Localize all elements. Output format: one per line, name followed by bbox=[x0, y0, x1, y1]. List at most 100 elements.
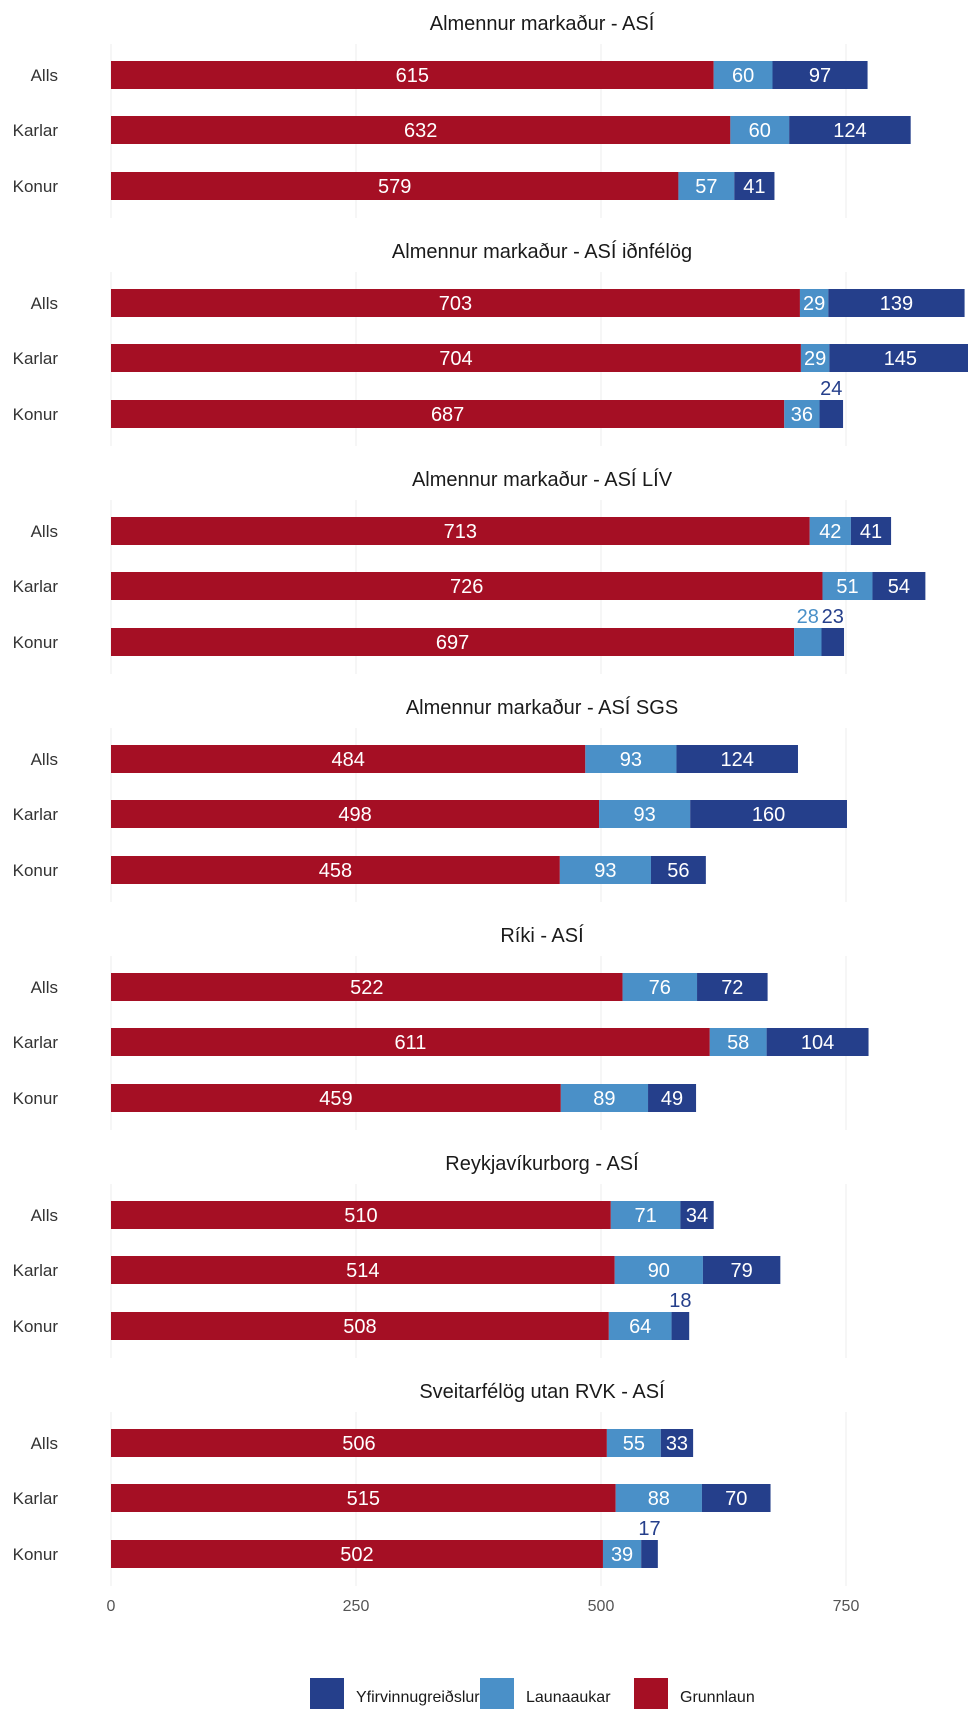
data-label: 506 bbox=[342, 1433, 375, 1455]
category-label: Karlar bbox=[13, 1489, 59, 1508]
data-label: 93 bbox=[594, 860, 616, 882]
category-label: Alls bbox=[31, 978, 58, 997]
legend-label: Grunnlaun bbox=[680, 1689, 755, 1706]
legend-label: Yfirvinnugreiðslur bbox=[356, 1689, 480, 1706]
data-label: 703 bbox=[439, 293, 472, 315]
bar-segment bbox=[111, 116, 731, 144]
data-label: 104 bbox=[801, 1032, 834, 1054]
data-label: 57 bbox=[695, 176, 717, 198]
data-label: 508 bbox=[343, 1316, 376, 1338]
bar-segment bbox=[648, 1084, 697, 1112]
bar-segment bbox=[111, 1429, 607, 1457]
category-label: Konur bbox=[13, 405, 59, 424]
bar-segment bbox=[789, 116, 911, 144]
bar-segment bbox=[702, 1256, 781, 1284]
bar-segment bbox=[680, 1201, 714, 1229]
data-label: 41 bbox=[860, 521, 882, 543]
panel-title: Almennur markaður - ASÍ SGS bbox=[406, 696, 678, 719]
panel-title: Almennur markaður - ASÍ LÍV bbox=[412, 468, 673, 491]
bar-segment bbox=[734, 172, 775, 200]
data-label: 58 bbox=[727, 1032, 749, 1054]
data-label: 36 bbox=[791, 404, 813, 426]
bar-segment bbox=[560, 1084, 649, 1112]
category-label: Konur bbox=[13, 633, 59, 652]
data-label: 18 bbox=[669, 1290, 691, 1312]
bar-segment bbox=[111, 1540, 603, 1568]
panel-title: Ríki - ASÍ bbox=[500, 924, 584, 947]
legend-swatch bbox=[634, 1678, 668, 1709]
data-label: 160 bbox=[752, 804, 785, 826]
bar-segment bbox=[678, 172, 735, 200]
bar-segment bbox=[766, 1028, 869, 1056]
bar-segment bbox=[111, 172, 679, 200]
bar-segment bbox=[799, 289, 829, 317]
category-label: Konur bbox=[13, 1317, 59, 1336]
bar-segment bbox=[730, 116, 790, 144]
category-label: Alls bbox=[31, 1434, 58, 1453]
bar-segment bbox=[111, 1256, 615, 1284]
data-label: 51 bbox=[836, 576, 858, 598]
bar-segment bbox=[585, 745, 677, 773]
data-label: 93 bbox=[633, 804, 655, 826]
bar-segment bbox=[111, 344, 801, 372]
bar-segment bbox=[772, 61, 868, 89]
bar-segment bbox=[602, 1540, 642, 1568]
bar-segment bbox=[111, 1484, 616, 1512]
data-label: 28 bbox=[797, 606, 819, 628]
bar-segment bbox=[608, 1312, 672, 1340]
data-label: 713 bbox=[444, 521, 477, 543]
data-label: 615 bbox=[396, 65, 429, 87]
bar-segment bbox=[690, 800, 847, 828]
bar-segment bbox=[622, 973, 698, 1001]
data-label: 484 bbox=[331, 749, 364, 771]
bar-segment bbox=[701, 1484, 771, 1512]
bar-segment bbox=[111, 973, 623, 1001]
data-label: 139 bbox=[880, 293, 913, 315]
panel-title: Almennur markaður - ASÍ iðnfélög bbox=[392, 240, 692, 263]
data-label: 522 bbox=[350, 977, 383, 999]
legend-swatch bbox=[310, 1678, 344, 1709]
category-label: Alls bbox=[31, 66, 58, 85]
panel-title: Almennur markaður - ASÍ bbox=[430, 12, 655, 35]
data-label: 502 bbox=[340, 1544, 373, 1566]
category-label: Alls bbox=[31, 1206, 58, 1225]
data-label: 79 bbox=[731, 1260, 753, 1282]
data-label: 459 bbox=[319, 1088, 352, 1110]
category-label: Karlar bbox=[13, 121, 59, 140]
bar-segment bbox=[111, 572, 823, 600]
bar-segment bbox=[559, 856, 651, 884]
data-label: 64 bbox=[629, 1316, 651, 1338]
data-label: 60 bbox=[749, 120, 771, 142]
data-label: 41 bbox=[743, 176, 765, 198]
data-label: 24 bbox=[820, 378, 842, 400]
data-label: 33 bbox=[666, 1433, 688, 1455]
data-label: 498 bbox=[338, 804, 371, 826]
bar-segment bbox=[829, 344, 968, 372]
bar-segment bbox=[111, 628, 795, 656]
legend-label: Launaaukar bbox=[526, 1689, 611, 1706]
category-label: Alls bbox=[31, 294, 58, 313]
bar-segment bbox=[111, 1028, 710, 1056]
data-label: 17 bbox=[638, 1518, 660, 1540]
bar-segment bbox=[713, 61, 773, 89]
category-label: Alls bbox=[31, 522, 58, 541]
bar-segment bbox=[641, 1540, 658, 1568]
data-label: 611 bbox=[394, 1032, 426, 1054]
data-label: 458 bbox=[319, 860, 352, 882]
data-label: 515 bbox=[347, 1488, 380, 1510]
x-tick-label: 750 bbox=[833, 1598, 860, 1615]
x-tick-label: 500 bbox=[588, 1598, 615, 1615]
data-label: 72 bbox=[721, 977, 743, 999]
data-label: 704 bbox=[439, 348, 472, 370]
data-label: 89 bbox=[593, 1088, 615, 1110]
bar-segment bbox=[111, 517, 810, 545]
data-label: 39 bbox=[611, 1544, 633, 1566]
category-label: Konur bbox=[13, 177, 59, 196]
bar-segment bbox=[809, 517, 851, 545]
data-label: 70 bbox=[725, 1488, 747, 1510]
data-label: 145 bbox=[884, 348, 917, 370]
bar-segment bbox=[650, 856, 706, 884]
data-label: 71 bbox=[634, 1205, 656, 1227]
category-label: Karlar bbox=[13, 805, 59, 824]
category-label: Konur bbox=[13, 1545, 59, 1564]
